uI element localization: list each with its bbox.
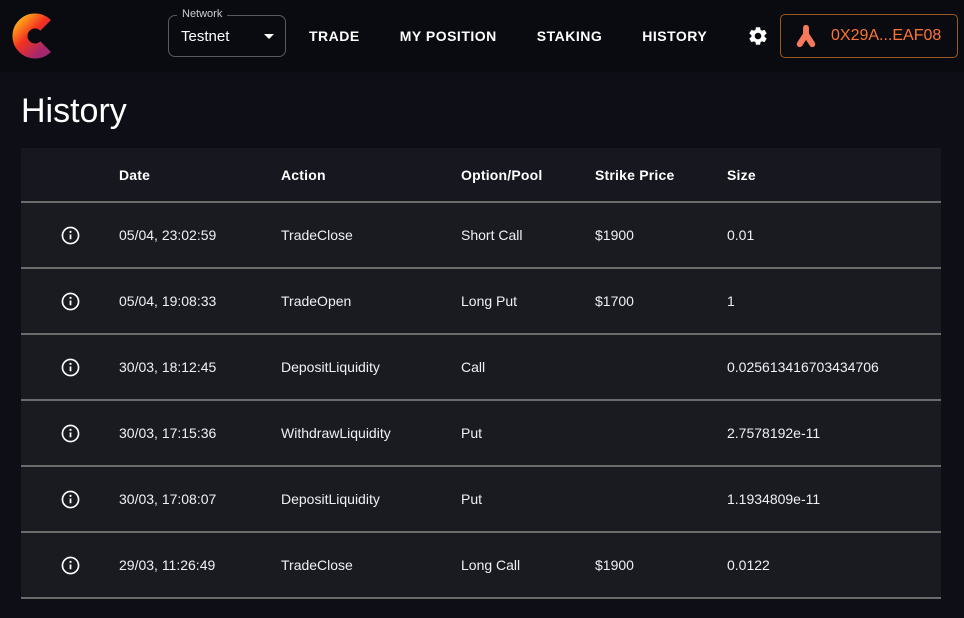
page-title: History — [21, 92, 127, 130]
table-row: 29/03, 11:26:49 TradeClose Long Call $19… — [21, 533, 941, 599]
nav-item-trade[interactable]: TRADE — [309, 28, 360, 44]
nav-item-my-position[interactable]: MY POSITION — [399, 28, 497, 44]
cell-action: DepositLiquidity — [281, 359, 380, 375]
cell-action: TradeClose — [281, 227, 353, 243]
network-select-value: Testnet — [181, 27, 230, 45]
cell-size: 1 — [727, 293, 735, 309]
info-icon[interactable] — [60, 489, 81, 510]
table-row: 30/03, 17:08:07 DepositLiquidity Put 1.1… — [21, 467, 941, 533]
wallet-brand-icon — [793, 23, 819, 49]
cell-size: 0.0122 — [727, 557, 770, 573]
info-icon[interactable] — [60, 555, 81, 576]
nav-item-history[interactable]: HISTORY — [642, 28, 708, 44]
table-row: 05/04, 23:02:59 TradeClose Short Call $1… — [21, 203, 941, 269]
table-row: 30/03, 17:15:36 WithdrawLiquidity Put 2.… — [21, 401, 941, 467]
cell-action: DepositLiquidity — [281, 491, 380, 507]
network-select[interactable]: Network Testnet — [168, 8, 286, 57]
table-row: 30/03, 18:12:45 DepositLiquidity Call 0.… — [21, 335, 941, 401]
table-header-row: Date Action Option/Pool Strike Price Siz… — [21, 148, 941, 203]
info-icon[interactable] — [60, 225, 81, 246]
history-table: Date Action Option/Pool Strike Price Siz… — [21, 148, 941, 599]
cell-date: 30/03, 17:08:07 — [119, 491, 217, 507]
chevron-down-icon — [264, 33, 274, 39]
table-header-option-pool: Option/Pool — [461, 166, 543, 183]
info-icon[interactable] — [60, 291, 81, 312]
cell-strike-price: $1700 — [595, 293, 634, 309]
table-header-strike-price: Strike Price — [595, 166, 675, 183]
cell-option-pool: Long Put — [461, 293, 518, 309]
cell-strike-price: $1900 — [595, 557, 634, 573]
cell-date: 05/04, 23:02:59 — [119, 227, 217, 243]
cell-date: 30/03, 17:15:36 — [119, 425, 217, 441]
nav-item-staking[interactable]: STAKING — [536, 28, 603, 44]
info-icon[interactable] — [60, 357, 81, 378]
brand-c-logo[interactable] — [8, 9, 62, 63]
cell-date: 30/03, 18:12:45 — [119, 359, 217, 375]
cell-option-pool: Put — [461, 491, 483, 507]
info-icon[interactable] — [60, 423, 81, 444]
cell-option-pool: Put — [461, 425, 483, 441]
cell-action: WithdrawLiquidity — [281, 425, 391, 441]
cell-option-pool: Call — [461, 359, 486, 375]
cell-strike-price: $1900 — [595, 227, 634, 243]
cell-size: 2.7578192e-11 — [727, 425, 821, 441]
cell-date: 29/03, 11:26:49 — [119, 557, 216, 573]
table-header-date: Date — [119, 166, 151, 183]
table-row: 05/04, 19:08:33 TradeOpen Long Put $1700… — [21, 269, 941, 335]
main-nav: TRADE MY POSITION STAKING HISTORY — [309, 28, 707, 44]
wallet-button[interactable]: 0X29A...EAF08 — [780, 14, 958, 58]
top-navbar: Network Testnet TRADE MY POSITION STAKIN… — [0, 0, 964, 72]
cell-date: 05/04, 19:08:33 — [119, 293, 217, 309]
cell-action: TradeOpen — [281, 293, 352, 309]
table-header-size: Size — [727, 166, 756, 183]
cell-action: TradeClose — [281, 557, 353, 573]
network-select-label: Network — [177, 8, 228, 20]
cell-size: 1.1934809e-11 — [727, 491, 821, 507]
gear-icon[interactable] — [747, 25, 769, 47]
wallet-address: 0X29A...EAF08 — [831, 27, 942, 44]
cell-size: 0.025613416703434706 — [727, 359, 879, 375]
cell-option-pool: Short Call — [461, 227, 523, 243]
cell-size: 0.01 — [727, 227, 755, 243]
table-header-action: Action — [281, 166, 326, 183]
cell-option-pool: Long Call — [461, 557, 521, 573]
